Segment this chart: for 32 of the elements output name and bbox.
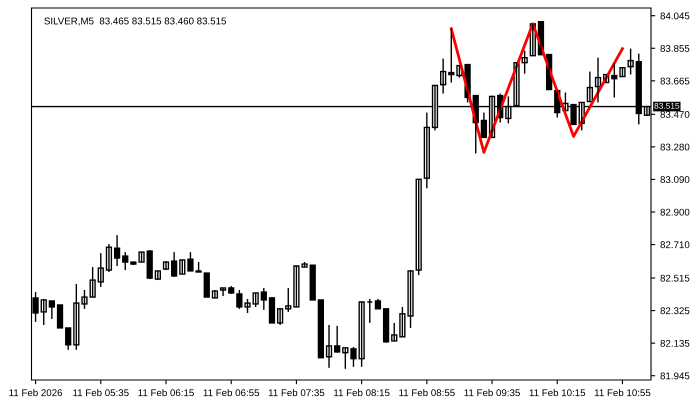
candlestick [204,272,210,298]
y-tick-label: 82.515 [660,274,690,282]
x-tick-label: 11 Feb 10:15 [530,389,586,396]
x-tick-label: 11 Feb 10:55 [594,389,650,396]
x-tick-label: 11 Feb 06:55 [204,389,260,396]
y-tick-label: 81.945 [660,372,690,380]
x-tick-label: 11 Feb 06:15 [138,389,194,396]
x-tick-label: 11 Feb 09:35 [464,389,520,396]
y-tick-label: 83.855 [660,45,690,52]
y-tick-label: 83.470 [660,111,690,118]
y-tick-label: 83.665 [660,78,690,84]
x-tick-label: 11 Feb 08:15 [334,389,390,396]
x-tick-label: 11 Feb 2026 [9,389,62,396]
x-tick-label: 11 Feb 08:55 [399,389,455,396]
x-tick-label: 11 Feb 05:35 [73,389,129,396]
y-tick-label: 82.900 [660,208,690,216]
candlestick [366,298,373,324]
candlestick [138,251,145,263]
candlestick [56,304,64,329]
y-tick-label: 82.135 [660,340,690,347]
candlestick [268,296,276,324]
candlestick [293,265,300,308]
y-tick-label: 82.325 [660,307,690,314]
y-tick-label: 83.090 [660,176,690,184]
candlestick [212,289,218,299]
y-tick-label: 84.045 [660,12,690,20]
x-tick-label: 11 Feb 07:35 [268,389,324,396]
ref-line-label: 83.515 [654,102,680,109]
text: SILVER,M5 83.465 83.515 83.460 83.515 [44,18,226,26]
line-series [450,22,624,154]
y-tick-label: 82.710 [660,241,690,248]
y-tick-label: 83.280 [660,144,690,150]
